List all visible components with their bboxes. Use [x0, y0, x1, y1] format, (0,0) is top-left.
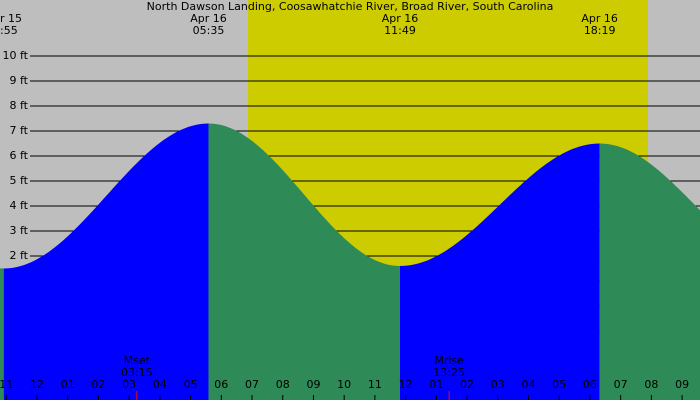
extreme-date: r 15: [0, 12, 22, 25]
moon-name: Mrise: [434, 354, 464, 367]
moon-time: 03:15: [121, 366, 153, 379]
extreme-date: Apr 16: [190, 12, 227, 25]
y-tick-label: 2 ft: [10, 249, 29, 262]
extreme-time: 18:19: [584, 24, 616, 37]
moon-name: Mset: [124, 354, 151, 367]
x-tick-label: 10: [337, 378, 351, 391]
rising-tide: [399, 143, 600, 400]
y-tick-label: 9 ft: [10, 74, 29, 87]
x-tick-label: 12: [30, 378, 44, 391]
x-tick-label: 05: [552, 378, 566, 391]
y-tick-label: 3 ft: [10, 224, 29, 237]
x-tick-label: 01: [429, 378, 443, 391]
y-tick-label: 5 ft: [10, 174, 29, 187]
extreme-date: Apr 16: [581, 12, 618, 25]
falling-tide: [0, 268, 4, 400]
x-tick-label: 03: [491, 378, 505, 391]
moon-time: 13:25: [433, 366, 465, 379]
extreme-time: 05:35: [193, 24, 225, 37]
x-tick-label: 06: [214, 378, 228, 391]
x-tick-label: 04: [521, 378, 535, 391]
x-tick-label: 02: [91, 378, 105, 391]
y-tick-label: 10 ft: [3, 49, 29, 62]
x-tick-label: 08: [276, 378, 290, 391]
x-tick-label: 02: [460, 378, 474, 391]
x-tick-label: 09: [306, 378, 320, 391]
extreme-date: Apr 16: [382, 12, 419, 25]
y-tick-label: 8 ft: [10, 99, 29, 112]
falling-tide: [208, 123, 400, 400]
x-tick-label: 03: [122, 378, 136, 391]
rising-tide: [3, 123, 209, 400]
x-tick-label: 04: [153, 378, 167, 391]
y-tick-label: 4 ft: [10, 199, 29, 212]
chart-title: North Dawson Landing, Coosawhatchie Rive…: [147, 0, 554, 13]
extreme-time: :55: [0, 24, 18, 37]
x-tick-label: 05: [184, 378, 198, 391]
x-tick-label: 06: [583, 378, 597, 391]
x-tick-label: 11: [368, 378, 382, 391]
extreme-time: 11:49: [384, 24, 416, 37]
falling-tide: [599, 143, 700, 400]
x-tick-label: 12: [399, 378, 413, 391]
x-tick-label: 09: [675, 378, 689, 391]
x-tick-label: 01: [61, 378, 75, 391]
y-tick-label: 7 ft: [10, 124, 29, 137]
x-tick-label: 07: [245, 378, 259, 391]
x-tick-label: 08: [644, 378, 658, 391]
y-tick-label: 6 ft: [10, 149, 29, 162]
x-tick-label: 11: [0, 378, 13, 391]
x-tick-label: 07: [614, 378, 628, 391]
